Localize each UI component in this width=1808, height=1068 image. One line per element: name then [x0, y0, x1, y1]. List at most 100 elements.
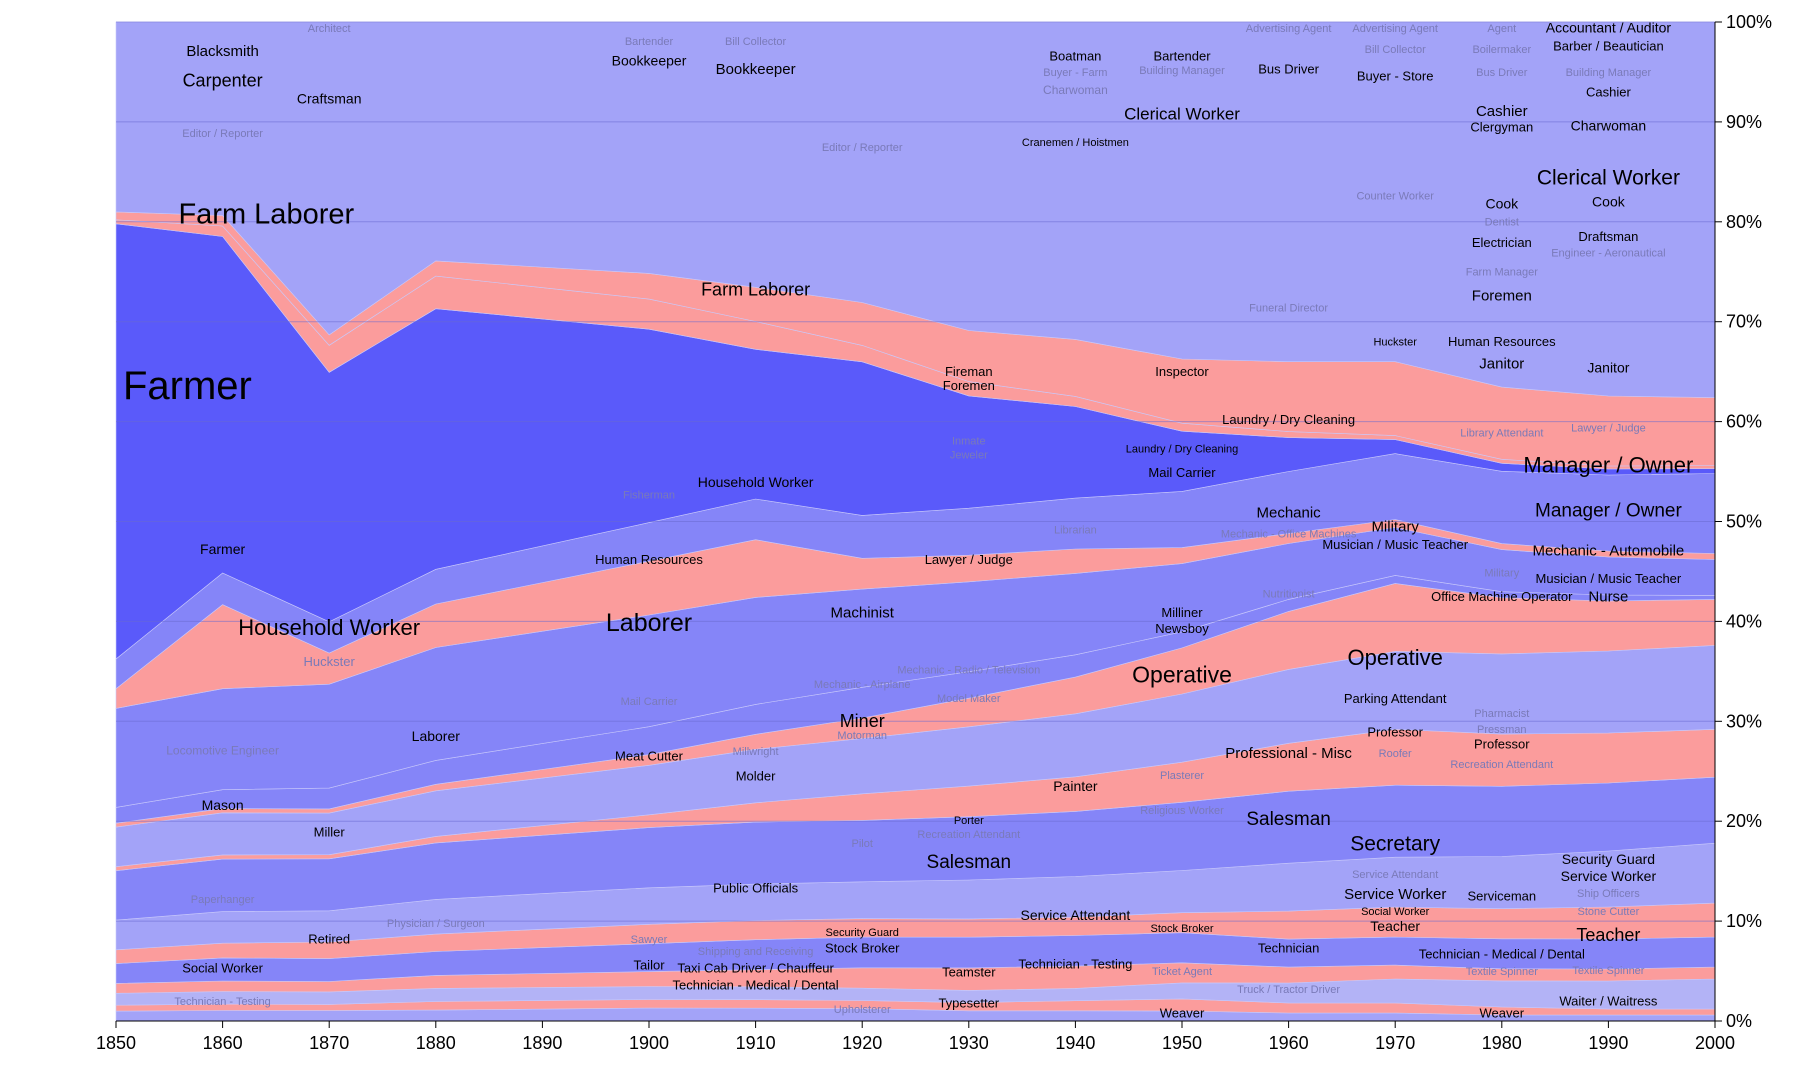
area-label: Recreation Attendant — [917, 829, 1020, 841]
area-label: Religious Worker — [1140, 805, 1224, 817]
area-labels: Farmer Farm Laborer Farm Laborer Household … — [123, 20, 1693, 1021]
x-tick: 1880 — [416, 1021, 456, 1053]
x-tick-label: 2000 — [1695, 1033, 1735, 1053]
x-tick: 2000 — [1695, 1021, 1735, 1053]
area-label: Farmer — [200, 541, 245, 557]
area-label: Janitor — [1587, 359, 1629, 375]
y-tick-label: 80% — [1726, 212, 1762, 232]
area-label: Huckster — [304, 654, 356, 669]
area-label: Waiter / Waitress — [1559, 993, 1657, 1008]
y-tick-label: 60% — [1726, 412, 1762, 432]
y-tick: 80% — [1715, 212, 1762, 232]
area-label: Editor / Reporter — [182, 128, 263, 140]
area-label: Miller — [314, 825, 346, 840]
area-label: Social Worker — [182, 960, 263, 975]
area-label: Mason — [202, 797, 244, 813]
area-layers — [115, 21, 1716, 1022]
area-label: Engineer - Aeronautical — [1551, 248, 1665, 260]
area-label: Nurse — [1588, 588, 1628, 605]
area-label: Farm Laborer — [178, 198, 354, 230]
area-label: Ticket Agent — [1152, 966, 1212, 978]
x-tick: 1930 — [949, 1021, 989, 1053]
area-label: Laundry / Dry Cleaning — [1126, 443, 1239, 455]
area-label: Mail Carrier — [1148, 465, 1216, 480]
x-tick-label: 1900 — [629, 1033, 669, 1053]
area-label: Service Attendant — [1352, 869, 1438, 881]
area-label: Ship Officers — [1577, 888, 1640, 900]
x-tick-label: 1880 — [416, 1033, 456, 1053]
y-tick-label: 40% — [1726, 611, 1762, 631]
area-label: Technician - Medical / Dental — [1419, 947, 1585, 962]
area-label: Musician / Music Teacher — [1536, 571, 1682, 586]
x-tick: 1940 — [1055, 1021, 1095, 1053]
area-label: Service Attendant — [1021, 907, 1131, 923]
area-label: Service Worker — [1344, 886, 1446, 903]
area-label: Laborer — [412, 728, 461, 744]
area-label: Agent — [1487, 23, 1516, 35]
area-label: Upholsterer — [834, 1004, 891, 1016]
x-tick-label: 1930 — [949, 1033, 989, 1053]
area-label: Bill Collector — [725, 36, 786, 48]
x-tick: 1970 — [1375, 1021, 1415, 1053]
area-label: Clergyman — [1470, 119, 1533, 134]
area-label: Shipping and Receiving — [698, 946, 814, 958]
y-tick-label: 50% — [1726, 512, 1762, 532]
area-label: Professional - Misc — [1225, 745, 1352, 762]
area-label: Salesman — [1246, 809, 1331, 830]
area-label: Model Maker — [937, 693, 1001, 705]
area-label: Retired — [308, 932, 350, 947]
y-tick: 30% — [1715, 711, 1762, 731]
area-label: Teacher — [1576, 925, 1640, 945]
area-label: Charwoman — [1571, 118, 1646, 134]
y-tick: 60% — [1715, 412, 1762, 432]
area-label: Bookkeeper — [716, 61, 796, 78]
area-label: Boatman — [1049, 48, 1101, 63]
area-label: Jeweler — [950, 449, 988, 461]
y-tick-label: 10% — [1726, 911, 1762, 931]
area-label: Operative — [1132, 661, 1232, 687]
area-label: Physician / Surgeon — [387, 918, 485, 930]
y-tick: 0% — [1715, 1011, 1752, 1031]
area-label: Mechanic - Automobile — [1533, 542, 1685, 559]
area-label: Typesetter — [938, 995, 999, 1010]
area-label: Military — [1484, 567, 1519, 579]
area-label: Salesman — [927, 852, 1012, 873]
area-label: Clerical Worker — [1537, 166, 1680, 189]
x-tick: 1950 — [1162, 1021, 1202, 1053]
x-tick-label: 1910 — [736, 1033, 776, 1053]
area-label: Carpenter — [183, 71, 263, 91]
area-label: Tailor — [633, 957, 665, 972]
area-label: Inmate — [952, 435, 986, 447]
area-label: Bartender — [1153, 48, 1211, 63]
y-tick-label: 100% — [1726, 12, 1772, 32]
area-label: Lawyer / Judge — [1571, 422, 1646, 434]
y-tick: 10% — [1715, 911, 1762, 931]
y-tick: 100% — [1715, 12, 1772, 32]
x-tick-label: 1980 — [1482, 1033, 1522, 1053]
area-label: Nutritionist — [1263, 588, 1315, 600]
area-label: Counter Worker — [1356, 191, 1434, 203]
area-label: Porter — [954, 815, 984, 827]
area-label: Inspector — [1155, 364, 1209, 379]
x-axis: 1850 1860 1870 1880 1890 1900 1910 1920 1930 1940… — [96, 1020, 1735, 1053]
area-label: Fireman — [945, 364, 993, 379]
area-label: Parking Attendant — [1344, 691, 1447, 706]
area-label: Buyer - Store — [1357, 68, 1434, 83]
area-label: Locomotive Engineer — [166, 743, 279, 757]
area-label: Building Manager — [1139, 65, 1225, 77]
x-tick: 1980 — [1482, 1021, 1522, 1053]
area-label: Weaver — [1480, 1005, 1525, 1020]
x-tick-label: 1860 — [203, 1033, 243, 1053]
area-label: Textile Spinner — [1572, 965, 1644, 977]
area-label: Service Worker — [1561, 868, 1657, 884]
area-label: Boilermaker — [1472, 44, 1531, 56]
area-label: Cook — [1485, 196, 1519, 212]
area-label: Laundry / Dry Cleaning — [1222, 412, 1355, 427]
area-label: Technician - Testing — [174, 996, 270, 1008]
area-label: Molder — [736, 769, 776, 784]
area-label: Sawyer — [631, 934, 668, 946]
area-label: Manager / Owner — [1535, 501, 1682, 522]
area-label: Office Machine Operator — [1431, 589, 1573, 604]
x-tick-label: 1960 — [1269, 1033, 1309, 1053]
area-label: Serviceman — [1467, 889, 1536, 904]
